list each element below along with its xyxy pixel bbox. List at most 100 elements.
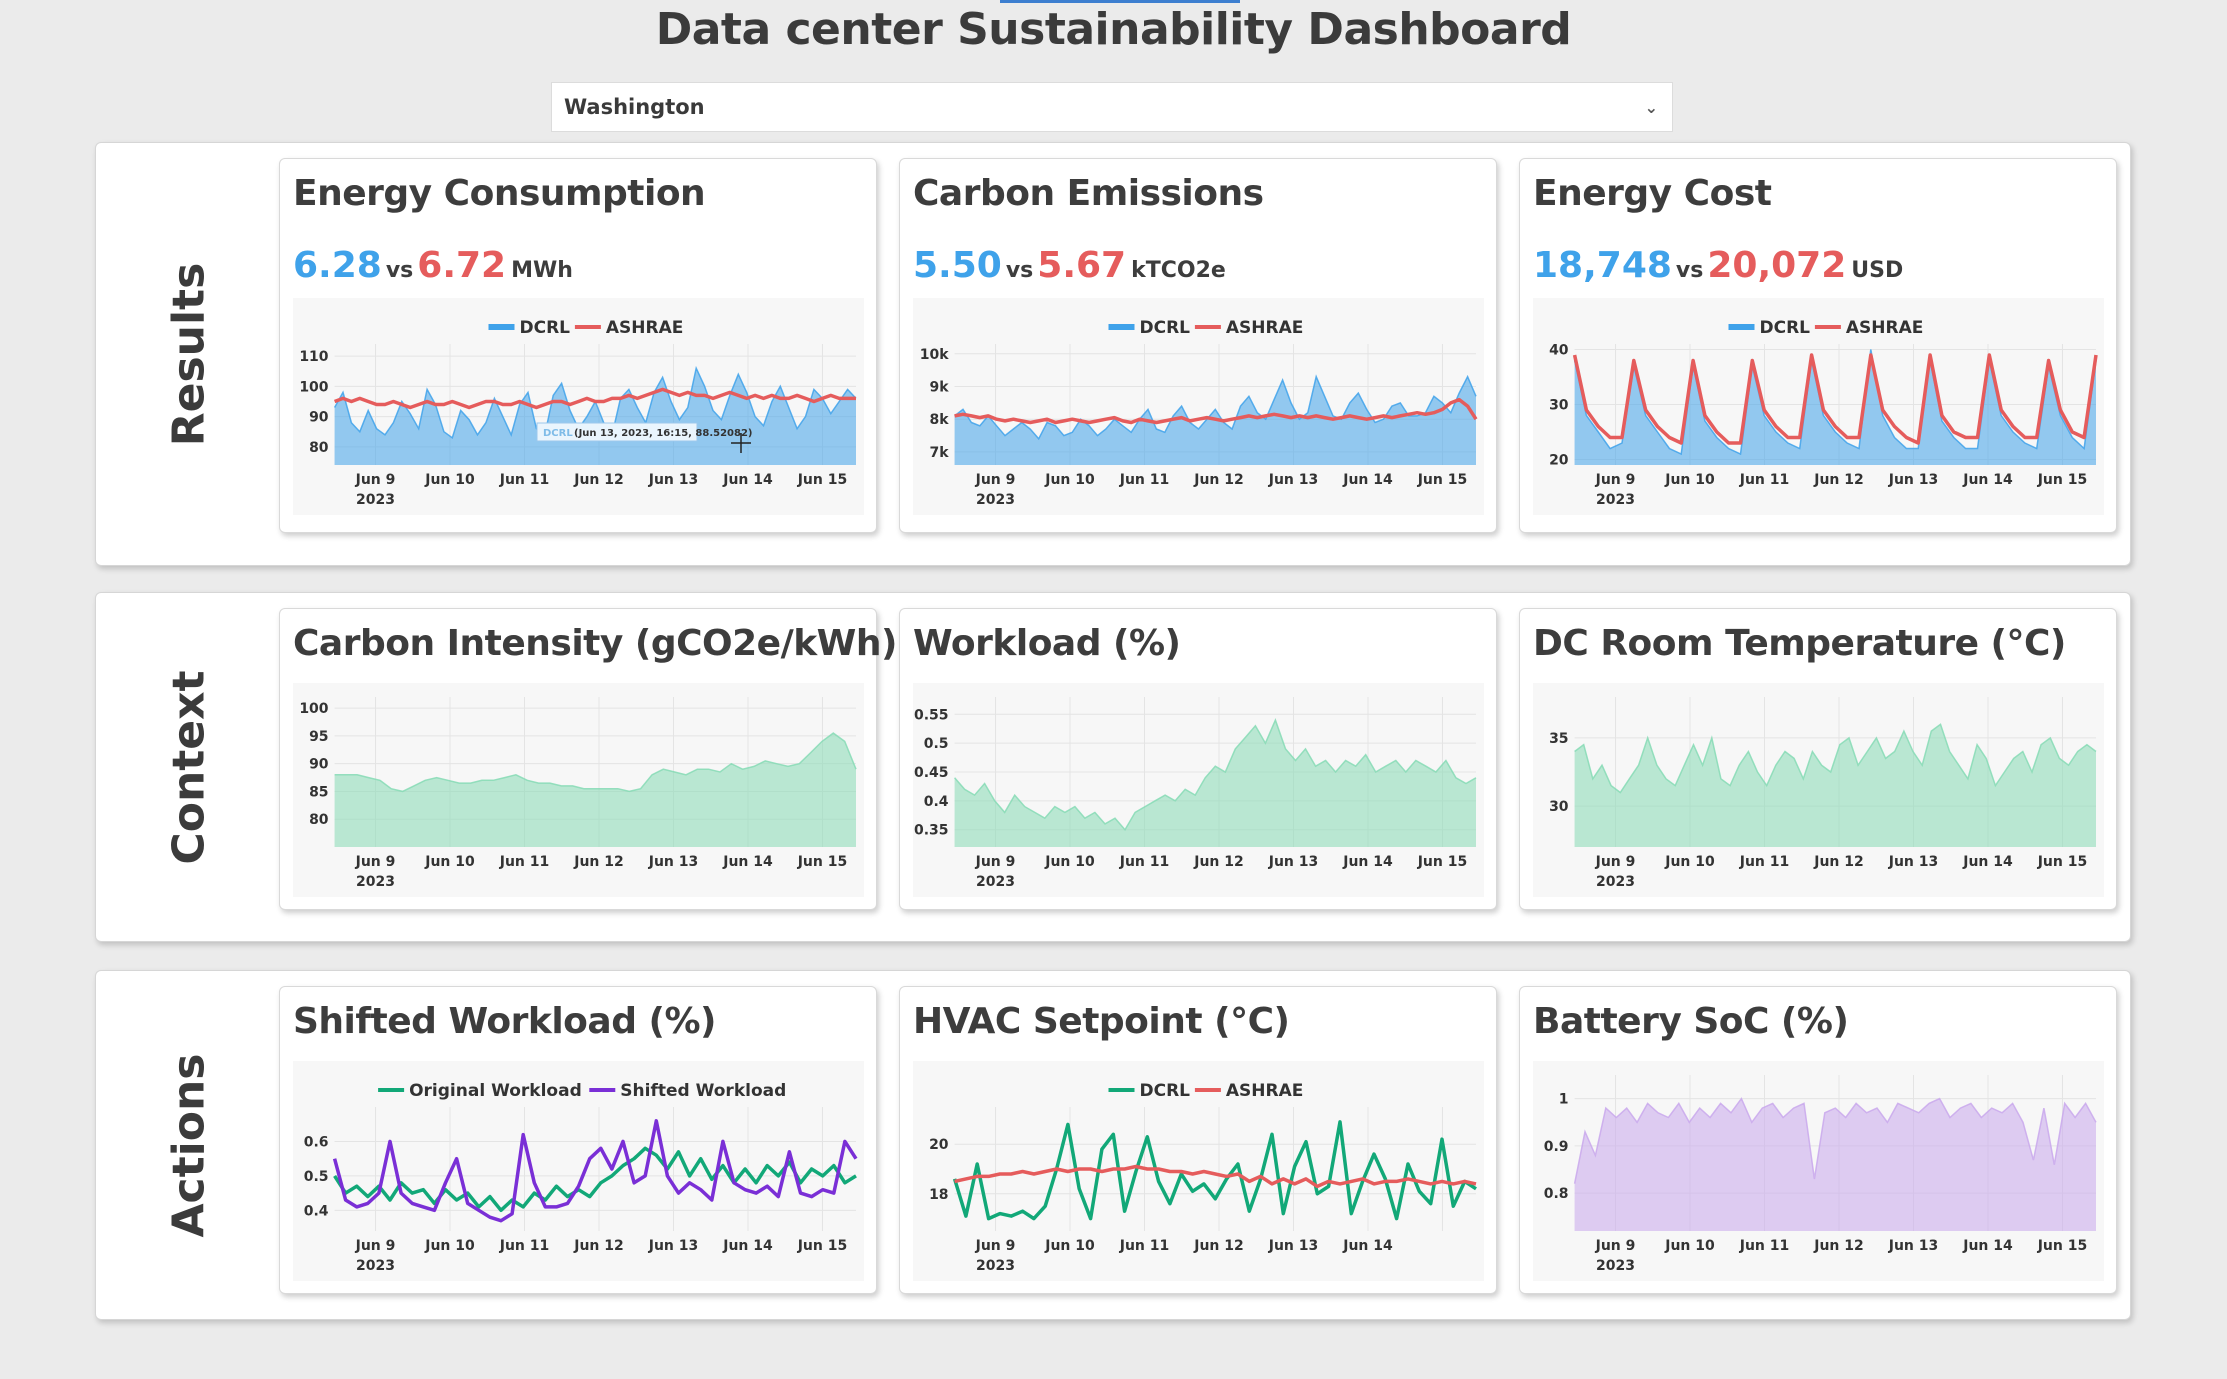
y-tick-label: 10k <box>920 347 949 363</box>
hvac-chart[interactable]: 18 20 Jun 9 2023 Jun 10 Jun 11 Jun 12 Jun 13 Jun… <box>913 1061 1484 1281</box>
legend-item: ASHRAE <box>574 318 683 338</box>
legend-item: DCRL <box>1728 318 1811 338</box>
energy-chart[interactable]: 80 90 100 110 Jun 9 2023 Jun 10 Jun 11 Jun 12 Jun… <box>293 298 864 515</box>
series-area-edge <box>1573 1097 2097 1184</box>
location-select-value: Washington <box>564 95 705 119</box>
y-tick-label: 9k <box>929 380 949 396</box>
series-area-edge <box>1573 349 2097 456</box>
carbon-chart[interactable]: 7k 8k 9k 10k Jun 9 2023 Jun 10 Jun 11 Jun 12 Jun … <box>913 298 1484 515</box>
x-year-label: 2023 <box>976 492 1015 508</box>
y-tick-label: 90 <box>309 757 329 773</box>
metric-ashrae-value: 5.67 <box>1037 245 1127 286</box>
card-carbon-intensity: Carbon Intensity (gCO2e/kWh) 80 85 90 95 100… <box>279 608 897 910</box>
workload-chart[interactable]: 0.35 0.4 0.45 0.5 0.55 Jun 9 2023 Jun 10 Jun 11 J… <box>913 683 1484 897</box>
metric-vs: vs <box>1675 258 1704 283</box>
x-tick-label: Jun 10 <box>424 472 475 488</box>
y-tick-label: 30 <box>1549 398 1569 414</box>
shifted-chart[interactable]: 0.4 0.5 0.6 Jun 9 2023 Jun 10 Jun 11 Jun 12 Jun … <box>293 1061 864 1281</box>
metric-vs: vs <box>385 258 414 283</box>
y-tick-label: 8k <box>929 412 949 428</box>
y-tick-label: 0.8 <box>1544 1186 1569 1202</box>
x-tick-label: Jun 14 <box>1962 1238 2013 1254</box>
y-tick-label: 90 <box>309 410 329 426</box>
metric-dcrl-value: 6.28 <box>293 245 382 286</box>
x-tick-label: Jun 12 <box>1193 854 1244 870</box>
x-tick-label: Jun 9 <box>1595 854 1636 870</box>
series-line <box>952 1120 1477 1221</box>
card-title: Energy Consumption <box>293 173 706 214</box>
chevron-down-icon[interactable]: ⌄ <box>1644 97 1658 117</box>
section-results: Results Energy Consumption 6.28 vs 6.72 MWh… <box>95 142 2131 566</box>
metric-vs: vs <box>1005 258 1034 283</box>
series-area <box>1574 349 2096 465</box>
location-select[interactable]: Washington ⌄ <box>551 82 1673 132</box>
y-tick-label: 7k <box>929 445 949 461</box>
x-tick-label: Jun 13 <box>648 472 699 488</box>
x-tick-label: Jun 15 <box>2037 1238 2088 1254</box>
x-tick-label: Jun 12 <box>1193 472 1244 488</box>
x-tick-label: Jun 15 <box>797 1238 848 1254</box>
temperature-chart[interactable]: 30 35 Jun 9 2023 Jun 10 Jun 11 Jun 12 Jun 13 Jun… <box>1533 683 2104 897</box>
legend-item: DCRL <box>488 318 571 338</box>
legend-label: DCRL <box>520 318 571 338</box>
y-tick-label: 0.5 <box>304 1169 329 1185</box>
x-tick-label: Jun 10 <box>1044 854 1095 870</box>
section-actions: Actions Shifted Workload (%) 0.4 0.5 0.6 Ju… <box>95 970 2131 1320</box>
y-tick-label: 100 <box>299 379 328 395</box>
x-tick-label: Jun 9 <box>1595 1238 1636 1254</box>
intensity-chart[interactable]: 80 85 90 95 100 Jun 9 2023 Jun 10 Jun 11 Jun 12 Ju… <box>293 683 864 897</box>
chart-legend: Original Workload Shifted Workload <box>378 1081 786 1101</box>
x-tick-label: Jun 13 <box>1888 854 1939 870</box>
card-dc-room-temperature: DC Room Temperature (°C) 30 35 Jun 9 2023 Ju… <box>1519 608 2117 910</box>
y-tick-label: 1 <box>1559 1092 1569 1108</box>
x-tick-label: Jun 10 <box>1664 854 1715 870</box>
x-tick-label: Jun 15 <box>1417 854 1468 870</box>
legend-item: Shifted Workload <box>589 1081 786 1101</box>
tooltip-series: DCRL <box>543 428 573 439</box>
metric-ashrae-value: 6.72 <box>417 245 507 286</box>
x-year-label: 2023 <box>356 492 395 508</box>
metric-dcrl-value: 18,748 <box>1533 245 1672 286</box>
series-area <box>1574 724 2096 847</box>
card-battery-soc: Battery SoC (%) 0.8 0.9 1 Jun 9 2023 Jun 10 Ju… <box>1519 986 2117 1294</box>
legend-item: ASHRAE <box>1194 318 1304 338</box>
series-area-edge <box>954 374 1477 441</box>
battery-chart[interactable]: 0.8 0.9 1 Jun 9 2023 Jun 10 Jun 11 Jun 12 Jun 13… <box>1533 1061 2104 1281</box>
x-tick-label: Jun 10 <box>424 854 475 870</box>
section-label-results: Results <box>163 262 215 446</box>
section-context: Context Carbon Intensity (gCO2e/kWh) 80 8… <box>95 592 2131 942</box>
x-tick-label: Jun 12 <box>1813 1238 1864 1254</box>
legend-label: Shifted Workload <box>620 1081 786 1101</box>
x-tick-label: Jun 9 <box>975 854 1016 870</box>
series-line <box>333 1146 857 1213</box>
series-area-edge <box>1574 723 2097 794</box>
card-title: Energy Cost <box>1533 173 1772 214</box>
legend-label: DCRL <box>1760 318 1811 338</box>
x-year-label: 2023 <box>1596 492 1635 508</box>
tooltip-box <box>536 422 698 442</box>
x-tick-label: Jun 15 <box>797 854 848 870</box>
x-tick-label: Jun 9 <box>975 1238 1016 1254</box>
legend-label: ASHRAE <box>1226 318 1304 338</box>
x-tick-label: Jun 12 <box>1813 854 1864 870</box>
legend-label: DCRL <box>1140 318 1191 338</box>
y-tick-label: 0.9 <box>1544 1139 1569 1155</box>
card-title: Carbon Intensity (gCO2e/kWh) <box>293 623 897 664</box>
x-tick-label: Jun 15 <box>2037 854 2088 870</box>
series-area <box>334 733 856 847</box>
y-tick-label: 30 <box>1549 799 1569 815</box>
cost-chart[interactable]: 20 30 40 Jun 9 2023 Jun 10 Jun 11 Jun 12 Jun 13 J… <box>1533 298 2104 515</box>
x-tick-label: Jun 13 <box>1268 1238 1319 1254</box>
cost-metric: 18,748 vs 20,072 USD <box>1533 245 1903 286</box>
chart-legend: DCRL ASHRAE <box>1728 318 1923 338</box>
card-workload: Workload (%) 0.35 0.4 0.45 0.5 0.55 Jun 9 2023… <box>899 608 1497 910</box>
x-tick-label: Jun 10 <box>1664 472 1715 488</box>
hover-tooltip: DCRL (Jun 13, 2023, 16:15, 88.52082) <box>536 422 753 442</box>
y-tick-label: 0.45 <box>914 765 949 781</box>
x-tick-label: Jun 15 <box>2037 472 2088 488</box>
metric-unit: kTCO2e <box>1131 258 1226 283</box>
x-tick-label: Jun 13 <box>1268 854 1319 870</box>
x-tick-label: Jun 14 <box>722 1238 773 1254</box>
x-tick-label: Jun 14 <box>1962 472 2013 488</box>
x-tick-label: Jun 14 <box>722 472 773 488</box>
